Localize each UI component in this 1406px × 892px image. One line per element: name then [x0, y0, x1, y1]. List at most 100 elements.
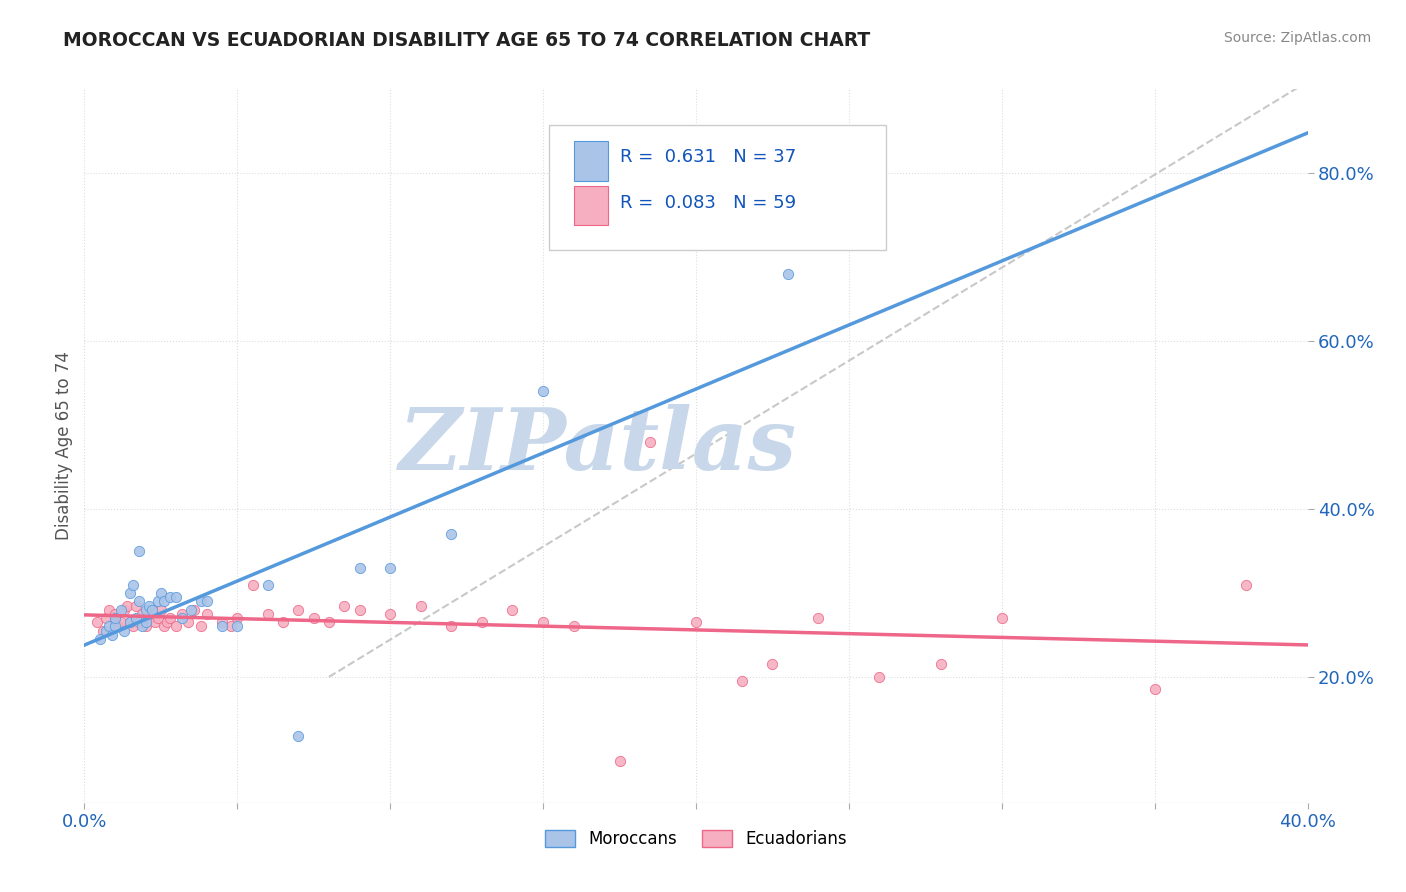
Point [91, 624, 114, 638]
Point [165, 619, 187, 633]
Point [128, 544, 150, 558]
Point [257, 607, 280, 621]
Point [153, 619, 176, 633]
Point [128, 594, 150, 608]
Point [107, 619, 129, 633]
Point [159, 590, 181, 604]
Point [138, 599, 160, 613]
Point [146, 594, 169, 608]
Point [94, 611, 117, 625]
Point [172, 611, 194, 625]
Point [104, 611, 127, 625]
Point [89, 632, 111, 646]
Point [86, 615, 108, 630]
Bar [574, 141, 607, 180]
Point [120, 615, 142, 630]
Point [409, 599, 432, 613]
Point [135, 615, 157, 630]
Point [125, 611, 148, 625]
Text: MOROCCAN VS ECUADORIAN DISABILITY AGE 65 TO 74 CORRELATION CHART: MOROCCAN VS ECUADORIAN DISABILITY AGE 65… [63, 31, 870, 50]
Point [183, 603, 205, 617]
Point [138, 611, 160, 625]
Point [287, 603, 309, 617]
Point [153, 594, 176, 608]
Point [257, 577, 280, 591]
Point [110, 615, 132, 630]
Point [125, 599, 148, 613]
Point [991, 611, 1014, 625]
Point [502, 603, 524, 617]
Point [135, 619, 157, 633]
Point [287, 729, 309, 743]
Point [807, 611, 830, 625]
Point [731, 674, 754, 689]
Point [226, 619, 249, 633]
Point [271, 615, 294, 630]
Point [104, 607, 127, 621]
Point [1236, 577, 1258, 591]
Point [318, 615, 340, 630]
Point [128, 615, 150, 630]
Point [112, 603, 135, 617]
Point [195, 607, 218, 621]
Point [638, 434, 661, 449]
Point [104, 619, 127, 633]
Point [172, 607, 194, 621]
Point [131, 607, 153, 621]
Point [141, 603, 163, 617]
Point [122, 577, 145, 591]
Point [1143, 682, 1166, 697]
Text: R =  0.083   N = 59: R = 0.083 N = 59 [620, 194, 796, 212]
Point [110, 603, 132, 617]
Point [97, 603, 120, 617]
Point [156, 615, 179, 630]
Point [440, 527, 463, 541]
Legend: Moroccans, Ecuadorians: Moroccans, Ecuadorians [538, 823, 853, 855]
Point [177, 615, 200, 630]
Point [562, 619, 585, 633]
Point [211, 615, 233, 630]
Point [143, 615, 166, 630]
Point [380, 607, 402, 621]
Bar [574, 186, 607, 225]
Point [349, 603, 371, 617]
Point [146, 611, 169, 625]
Point [135, 603, 157, 617]
Point [471, 615, 494, 630]
Point [180, 603, 202, 617]
Point [149, 586, 172, 600]
Point [112, 624, 135, 638]
Point [190, 594, 212, 608]
FancyBboxPatch shape [550, 125, 886, 250]
Point [349, 560, 371, 574]
Point [440, 619, 463, 633]
Point [302, 611, 325, 625]
Point [380, 560, 402, 574]
Point [531, 615, 554, 630]
Point [242, 577, 264, 591]
Y-axis label: Disability Age 65 to 74: Disability Age 65 to 74 [55, 351, 73, 541]
Point [333, 599, 356, 613]
Point [115, 599, 138, 613]
Point [97, 619, 120, 633]
Point [190, 619, 212, 633]
Text: R =  0.631   N = 37: R = 0.631 N = 37 [620, 148, 796, 166]
Point [531, 384, 554, 399]
Point [122, 619, 145, 633]
Point [776, 267, 799, 281]
Point [761, 657, 783, 672]
Point [165, 590, 187, 604]
Point [211, 619, 233, 633]
Point [94, 624, 117, 638]
Point [101, 628, 124, 642]
Point [685, 615, 707, 630]
Point [219, 619, 242, 633]
Point [609, 754, 631, 768]
Point [226, 611, 249, 625]
Point [869, 670, 891, 684]
Point [195, 594, 218, 608]
Point [120, 615, 142, 630]
Text: ZIPatlas: ZIPatlas [399, 404, 797, 488]
Point [141, 603, 163, 617]
Point [104, 615, 127, 630]
